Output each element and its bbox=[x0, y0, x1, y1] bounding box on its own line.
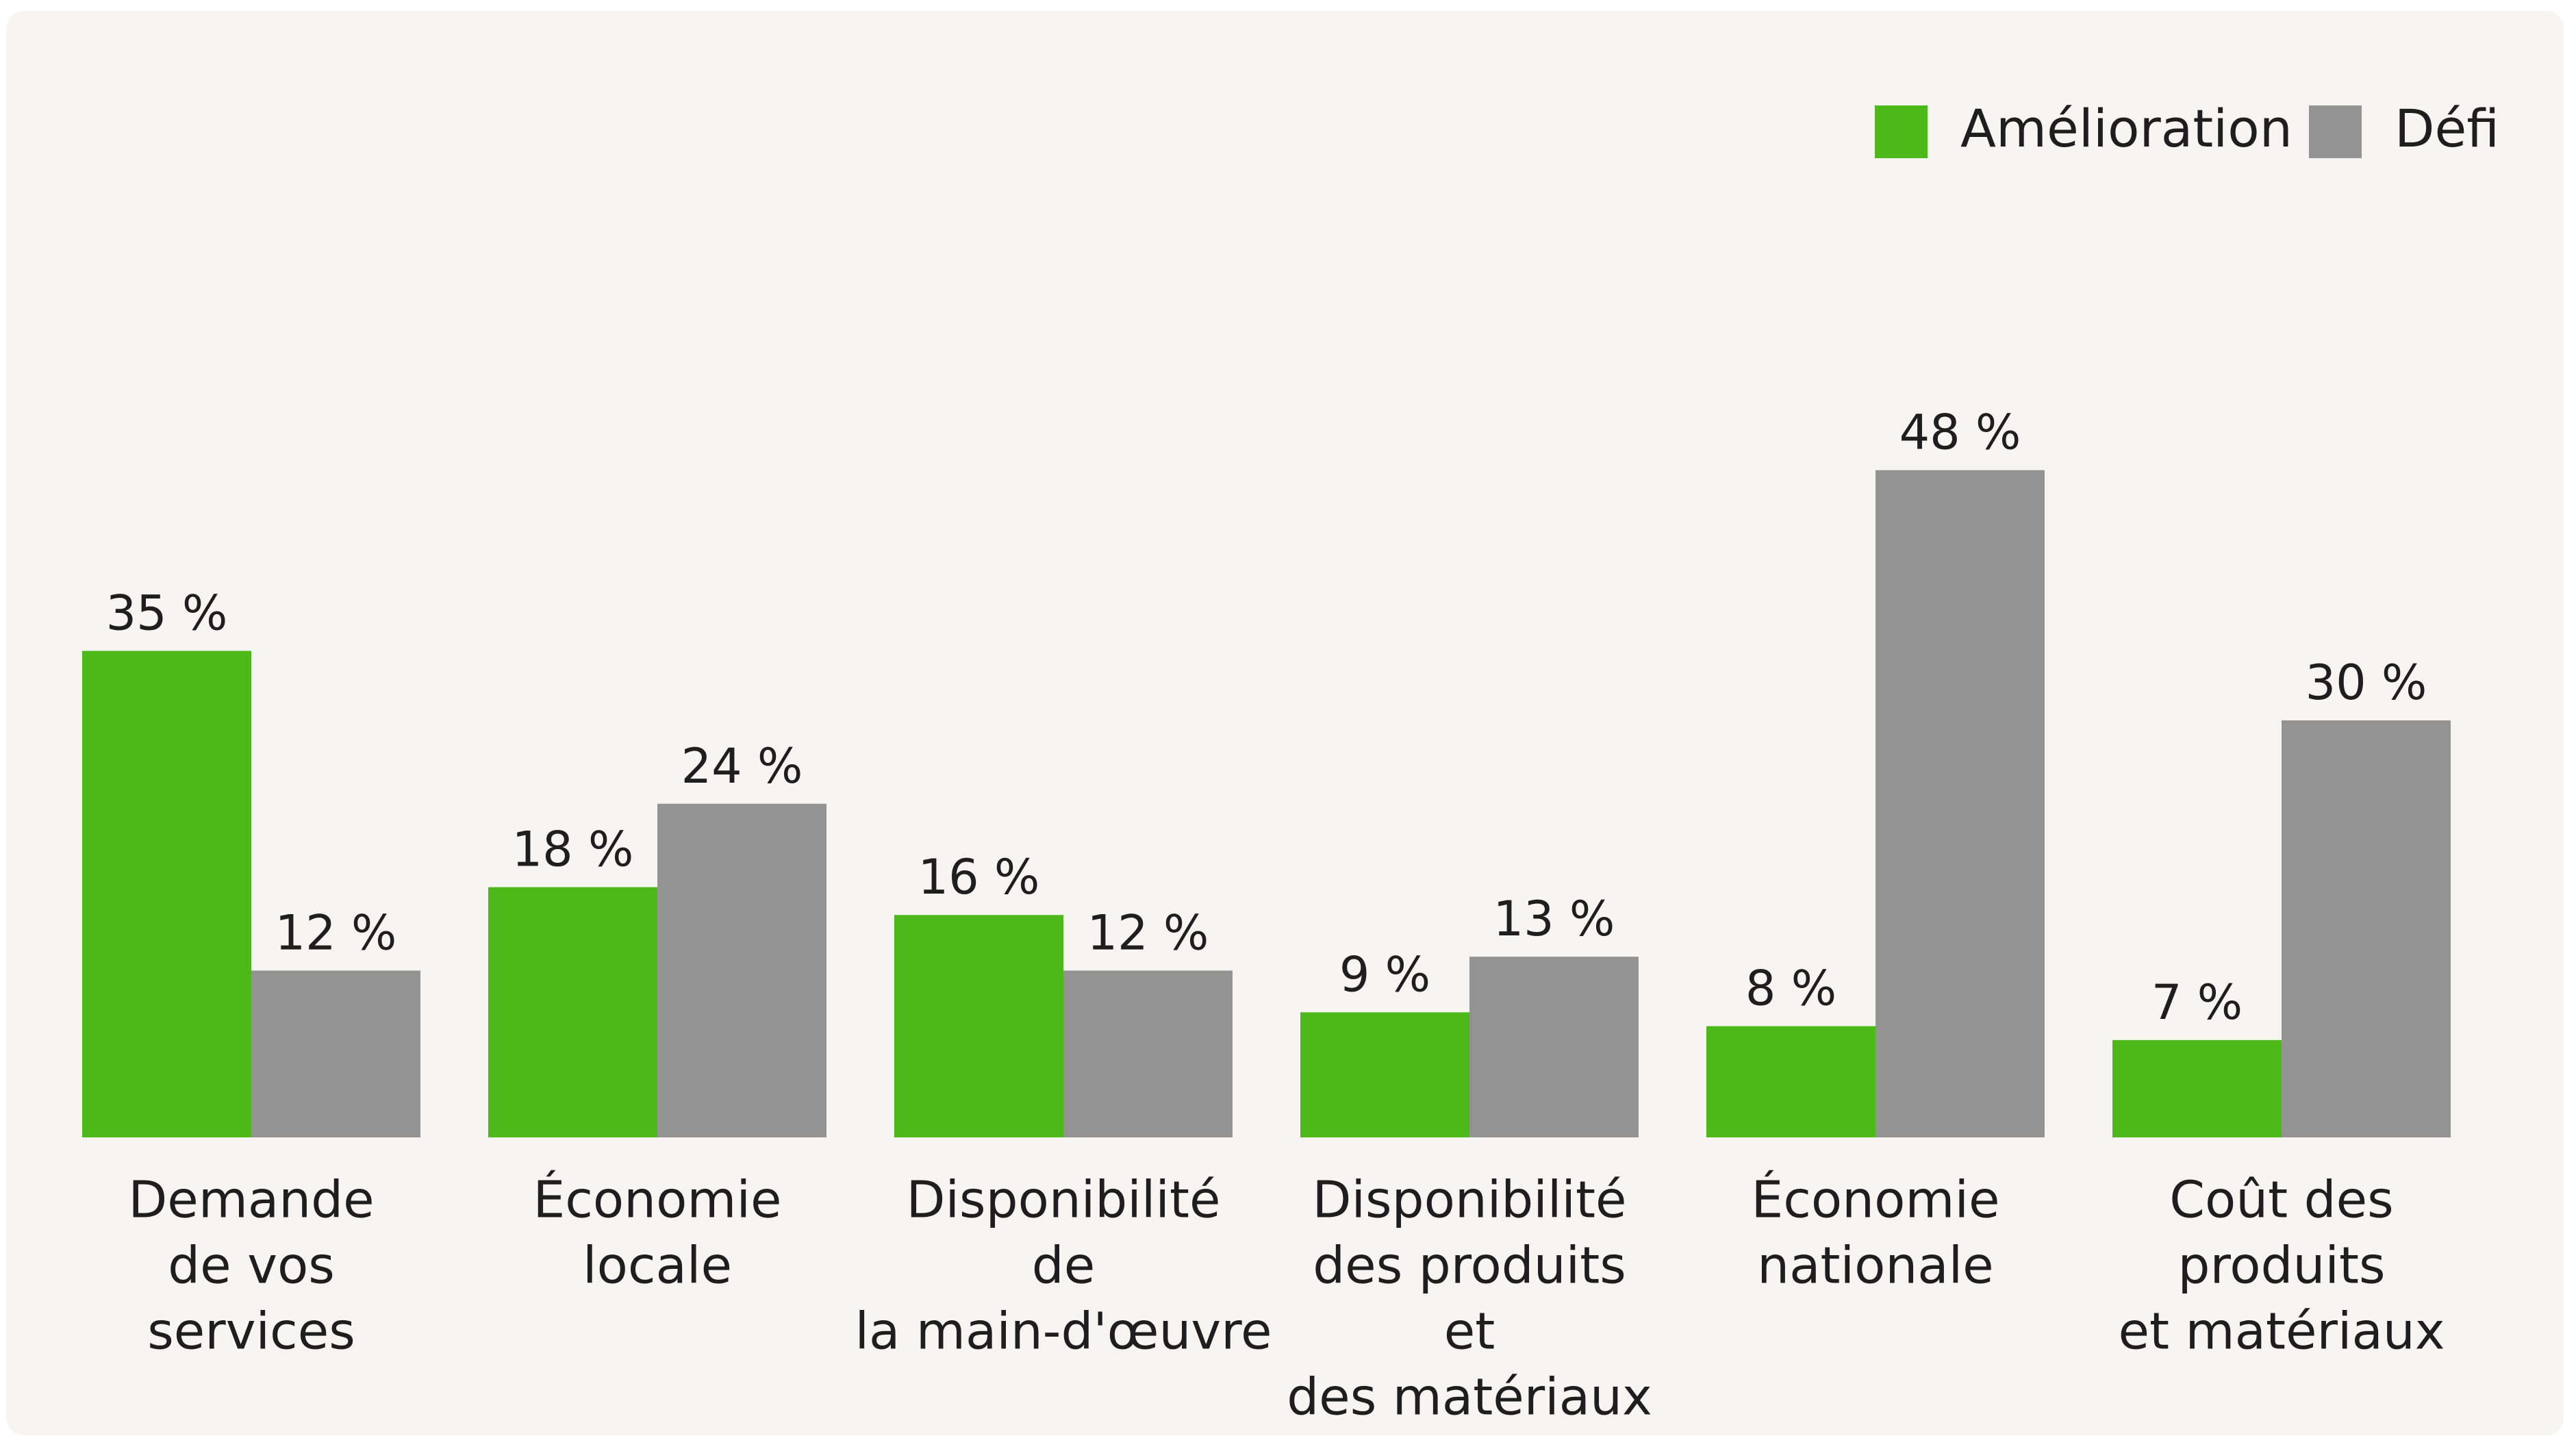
legend-label: Défi bbox=[2395, 98, 2499, 159]
value-label: 18 % bbox=[512, 822, 634, 878]
bar bbox=[1300, 1012, 1469, 1137]
x-tick-label: Économie bbox=[1751, 1170, 1999, 1230]
bar bbox=[2282, 720, 2451, 1137]
value-label: 12 % bbox=[1087, 905, 1209, 961]
value-label: 8 % bbox=[1745, 961, 1836, 1017]
bar bbox=[1876, 470, 2045, 1137]
bar bbox=[1706, 1026, 1876, 1137]
bar bbox=[82, 651, 251, 1137]
value-label: 35 % bbox=[106, 585, 228, 642]
x-tick-label: de bbox=[1032, 1237, 1096, 1296]
value-label: 13 % bbox=[1493, 891, 1615, 947]
x-tick-label: des matériaux bbox=[1287, 1368, 1652, 1427]
x-tick-label: locale bbox=[583, 1237, 732, 1296]
value-label: 24 % bbox=[681, 738, 803, 794]
x-tick-label: produits bbox=[2177, 1237, 2385, 1296]
x-tick-label: des produits bbox=[1313, 1237, 1626, 1296]
x-tick-label: services bbox=[147, 1302, 355, 1361]
x-tick-label: Disponibilité bbox=[907, 1171, 1221, 1230]
legend-label: Amélioration bbox=[1960, 98, 2293, 159]
value-label: 7 % bbox=[2151, 974, 2243, 1031]
value-label: 9 % bbox=[1339, 946, 1430, 1002]
value-label: 16 % bbox=[918, 849, 1040, 905]
x-tick-label: Coût des bbox=[2169, 1171, 2393, 1230]
x-tick-label: Demande bbox=[128, 1171, 374, 1230]
x-tick-label: nationale bbox=[1757, 1237, 1993, 1296]
bar bbox=[657, 803, 826, 1137]
bar bbox=[2112, 1039, 2282, 1137]
legend-swatch bbox=[1875, 105, 1928, 158]
value-label: 48 % bbox=[1899, 405, 2021, 461]
bar bbox=[1063, 970, 1233, 1137]
bar bbox=[894, 915, 1063, 1137]
x-tick-label: de vos bbox=[168, 1237, 335, 1296]
x-tick-label: et matériaux bbox=[2118, 1302, 2445, 1361]
x-tick-label: Économie bbox=[533, 1170, 781, 1230]
value-label: 30 % bbox=[2306, 655, 2427, 711]
x-tick-label: Disponibilité bbox=[1313, 1171, 1627, 1230]
bar bbox=[1469, 957, 1639, 1137]
value-label: 12 % bbox=[275, 905, 397, 961]
bar bbox=[488, 887, 657, 1137]
x-tick-label: et bbox=[1444, 1302, 1495, 1361]
bar bbox=[251, 970, 420, 1137]
x-tick-label: la main-d'œuvre bbox=[855, 1302, 1272, 1361]
legend-swatch bbox=[2309, 105, 2362, 158]
